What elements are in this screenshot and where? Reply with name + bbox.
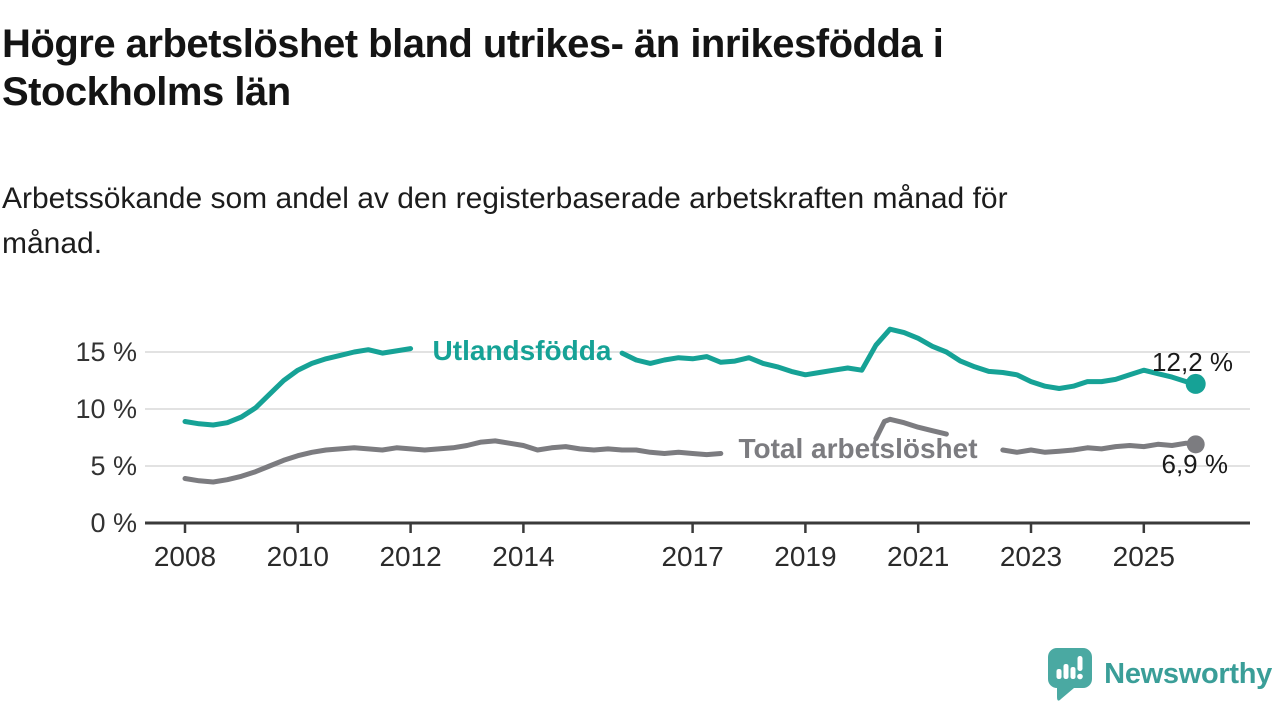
newsworthy-brand-text: Newsworthy bbox=[1104, 657, 1272, 690]
series-line-total bbox=[1000, 440, 1199, 455]
series-end-dot-total bbox=[1186, 435, 1205, 454]
series-line-total bbox=[182, 438, 724, 485]
series-label-total: Total arbetslöshet bbox=[738, 433, 977, 464]
series-line-utlandsfodda bbox=[619, 326, 1199, 391]
y-tick-label: 10 % bbox=[75, 394, 137, 424]
y-tick-label: 15 % bbox=[75, 337, 137, 367]
x-tick-label: 2010 bbox=[267, 541, 329, 572]
newsworthy-logo-icon bbox=[1048, 648, 1093, 701]
series-end-value-utlandsfodda: 12,2 % bbox=[1152, 347, 1233, 377]
x-tick-label: 2008 bbox=[154, 541, 216, 572]
series-end-value-total: 6,9 % bbox=[1162, 449, 1229, 479]
x-tick-label: 2021 bbox=[887, 541, 949, 572]
x-tick-label: 2012 bbox=[379, 541, 441, 572]
series-line-utlandsfodda bbox=[182, 346, 414, 428]
x-tick-label: 2025 bbox=[1113, 541, 1175, 572]
x-tick-label: 2019 bbox=[774, 541, 836, 572]
y-tick-label: 0 % bbox=[90, 508, 137, 538]
x-tick-label: 2023 bbox=[1000, 541, 1062, 572]
chart-title: Högre arbetslöshet bland utrikes- än inr… bbox=[2, 22, 944, 114]
series-label-utlandsfodda: Utlandsfödda bbox=[433, 335, 612, 366]
series-line-total bbox=[873, 416, 949, 442]
newsworthy-brand[interactable]: Newsworthy bbox=[1046, 646, 1272, 702]
x-tick-label: 2014 bbox=[492, 541, 554, 572]
y-tick-label: 5 % bbox=[90, 451, 137, 481]
chart-subtitle: Arbetssökande som andel av den registerb… bbox=[2, 182, 1008, 260]
x-tick-label: 2017 bbox=[661, 541, 723, 572]
series-end-dot-utlandsfodda bbox=[1185, 373, 1206, 394]
